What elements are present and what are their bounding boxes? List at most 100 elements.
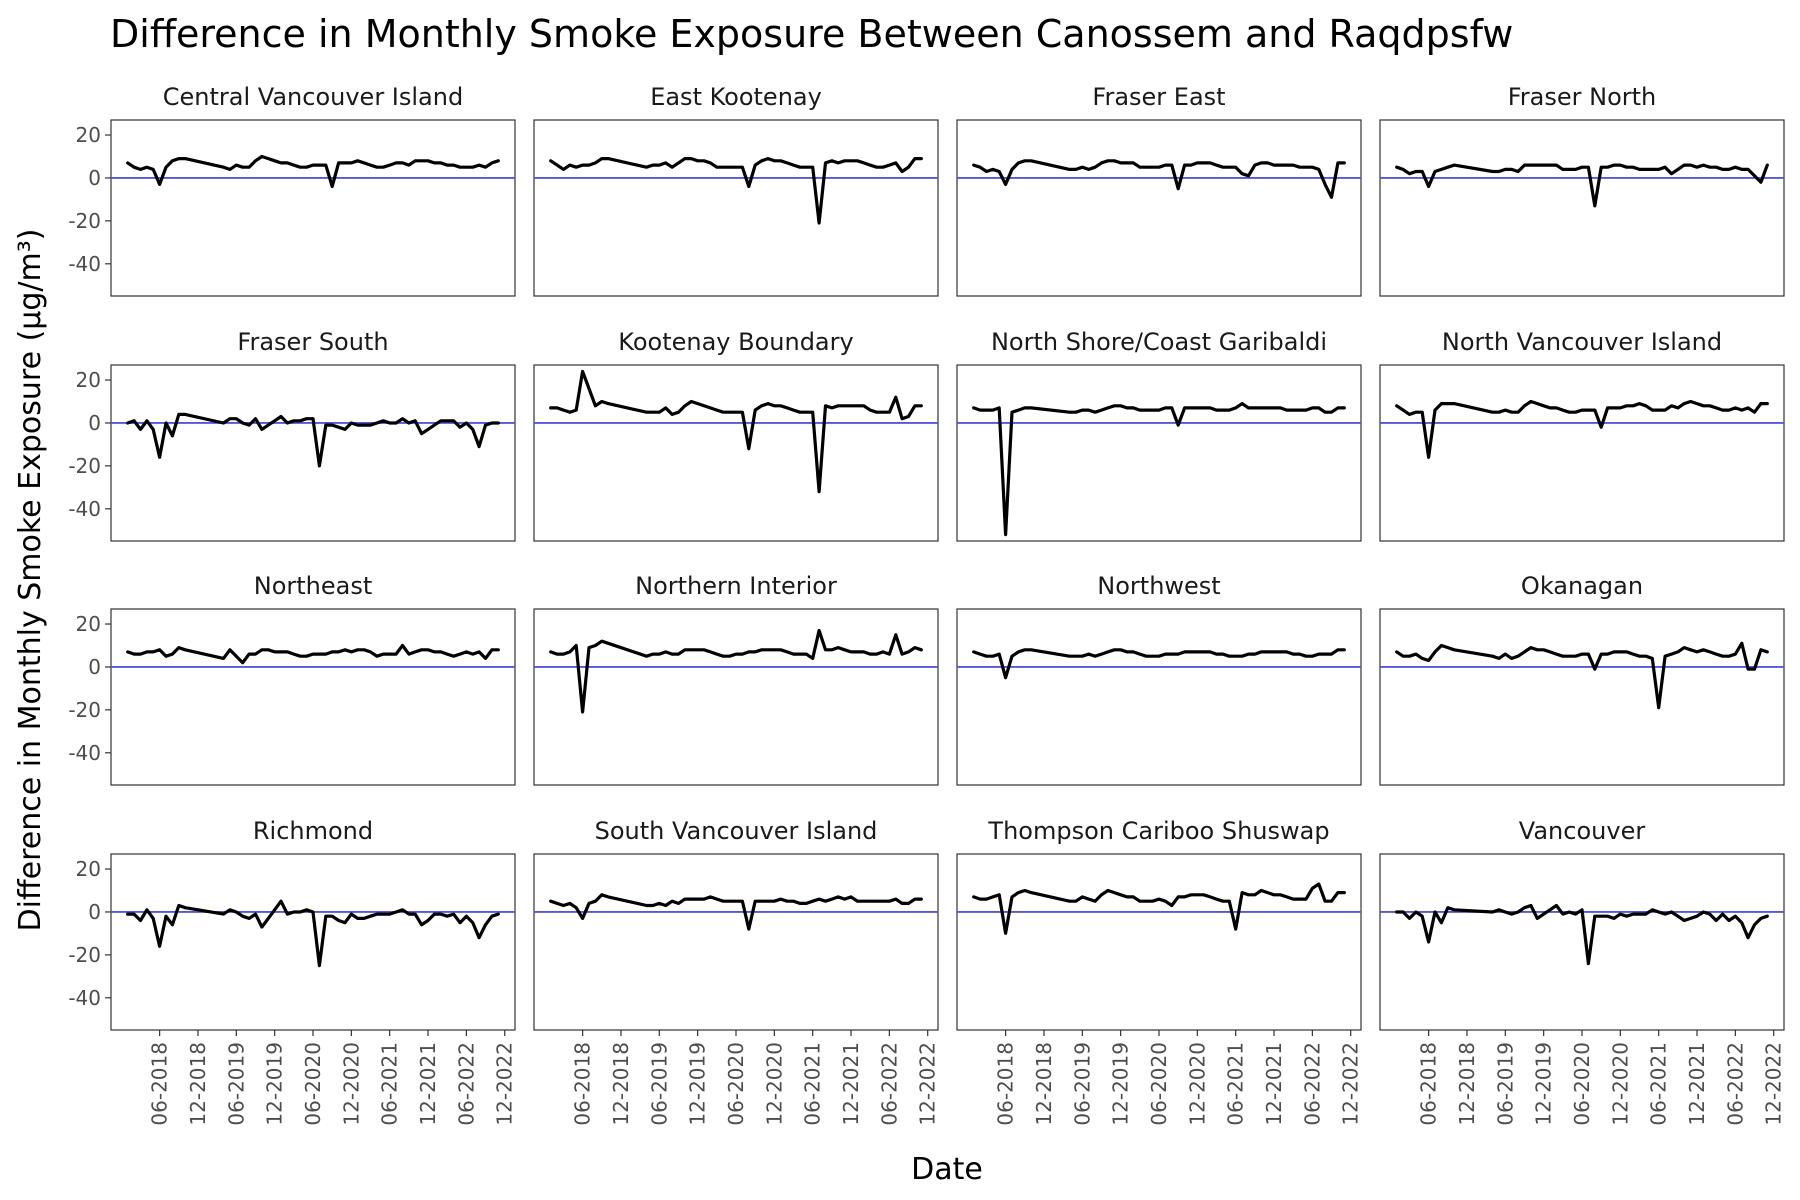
x-tick-label: 06-2022	[877, 1042, 901, 1126]
y-tick-label: 20	[76, 612, 101, 636]
y-tick-label: -20	[68, 454, 101, 478]
y-tick-label: -40	[68, 741, 101, 765]
series-line	[126, 412, 500, 468]
x-tick-label: 06-2022	[1300, 1042, 1324, 1126]
panel-title: North Vancouver Island	[1442, 328, 1722, 356]
x-tick-label: 12-2018	[609, 1042, 633, 1126]
x-tick-label: 12-2021	[1262, 1042, 1286, 1126]
x-tick-label: 12-2020	[762, 1042, 786, 1126]
panel-frame	[1379, 364, 1785, 542]
panel-frame	[110, 364, 516, 542]
panel-frame	[1379, 119, 1785, 297]
panel-frame	[533, 853, 939, 1031]
facet-panel: South Vancouver Island 06-2018 12-2018 06-2…	[533, 817, 940, 1126]
x-tick-label: 12-2018	[186, 1042, 210, 1126]
panel-frame	[956, 364, 1362, 542]
x-tick-label: 06-2020	[724, 1042, 748, 1126]
y-tick-label: 0	[88, 166, 101, 190]
facet-panel: Fraser South 20 0 -20 -40	[68, 328, 516, 542]
series-line	[126, 154, 500, 189]
panel-title: North Shore/Coast Garibaldi	[991, 328, 1327, 356]
x-tick-label: 06-2019	[647, 1042, 671, 1126]
x-tick-label: 06-2022	[454, 1042, 478, 1126]
x-tick-label: 12-2021	[1685, 1042, 1709, 1126]
panel-frame	[1379, 853, 1785, 1031]
panel-frame	[533, 119, 939, 297]
panel-title: Vancouver	[1519, 817, 1646, 845]
x-tick-label: 12-2022	[1762, 1042, 1786, 1126]
panel-frame	[956, 853, 1362, 1031]
facet-panel: Vancouver 06-2018 12-2018 06-2019 12-2019 06-…	[1379, 817, 1786, 1126]
x-tick-label: 12-2019	[1109, 1042, 1133, 1126]
panel-frame	[956, 119, 1362, 297]
panel-frame	[533, 608, 939, 786]
series-line	[972, 159, 1346, 199]
facet-panel: Fraser North	[1379, 83, 1785, 297]
x-tick-label: 12-2018	[1455, 1042, 1479, 1126]
series-line	[549, 157, 923, 225]
series-line	[126, 899, 500, 968]
facet-panel: North Vancouver Island	[1379, 328, 1785, 542]
panel-title: Northwest	[1097, 572, 1220, 600]
chart-title: Difference in Monthly Smoke Exposure Bet…	[110, 12, 1513, 56]
panel-title: Fraser East	[1092, 83, 1225, 111]
y-tick-label: 20	[76, 368, 101, 392]
series-line	[549, 369, 923, 494]
x-tick-label: 12-2022	[493, 1042, 517, 1126]
panel-title: Richmond	[253, 817, 373, 845]
x-tick-label: 06-2019	[1070, 1042, 1094, 1126]
x-tick-label: 06-2018	[994, 1042, 1018, 1126]
facet-panel: Central Vancouver Island 20 0 -20 -40	[68, 83, 516, 297]
x-tick-label: 12-2019	[1532, 1042, 1556, 1126]
x-tick-label: 12-2022	[1339, 1042, 1363, 1126]
series-line	[1395, 903, 1769, 966]
y-tick-label: -40	[68, 252, 101, 276]
panel-frame	[110, 853, 516, 1031]
y-tick-label: -20	[68, 698, 101, 722]
series-line	[1395, 399, 1769, 459]
facet-panel: Okanagan	[1379, 572, 1785, 786]
x-tick-label: 12-2019	[686, 1042, 710, 1126]
y-tick-label: -20	[68, 943, 101, 967]
y-tick-label: -40	[68, 986, 101, 1010]
panel-frame	[110, 608, 516, 786]
x-tick-label: 12-2021	[416, 1042, 440, 1126]
facet-panel: Northwest	[956, 572, 1362, 786]
x-tick-label: 06-2018	[148, 1042, 172, 1126]
panel-title: Fraser North	[1508, 83, 1657, 111]
panel-frame	[956, 608, 1362, 786]
x-tick-label: 06-2020	[301, 1042, 325, 1126]
x-tick-label: 12-2020	[339, 1042, 363, 1126]
panel-frame	[533, 364, 939, 542]
facet-panel: Fraser East	[956, 83, 1362, 297]
x-tick-label: 12-2022	[916, 1042, 940, 1126]
facet-panel: Thompson Cariboo Shuswap 06-2018 12-2018 06…	[956, 817, 1363, 1126]
y-tick-label: -20	[68, 209, 101, 233]
panel-frame	[110, 119, 516, 297]
x-tick-label: 12-2019	[263, 1042, 287, 1126]
panel-title: South Vancouver Island	[595, 817, 878, 845]
series-line	[1395, 163, 1769, 208]
x-tick-label: 06-2021	[801, 1042, 825, 1126]
facet-panel: Northeast 20 0 -20 -40	[68, 572, 516, 786]
x-tick-label: 12-2020	[1185, 1042, 1209, 1126]
facet-panel: Kootenay Boundary	[533, 328, 939, 542]
x-tick-label: 06-2021	[1647, 1042, 1671, 1126]
panel-title: Central Vancouver Island	[163, 83, 463, 111]
x-axis-title: Date	[911, 1152, 983, 1187]
facet-panel: East Kootenay	[533, 83, 939, 297]
x-tick-label: 12-2021	[839, 1042, 863, 1126]
panel-title: Okanagan	[1521, 572, 1643, 600]
series-line	[549, 628, 923, 714]
y-axis-title: Difference in Monthly Smoke Exposure (μg…	[13, 229, 48, 932]
x-tick-label: 06-2018	[571, 1042, 595, 1126]
facet-panel: Northern Interior	[533, 572, 939, 786]
x-tick-label: 06-2020	[1147, 1042, 1171, 1126]
x-tick-label: 06-2019	[224, 1042, 248, 1126]
y-tick-label: 0	[88, 900, 101, 924]
panel-title: East Kootenay	[650, 83, 822, 111]
series-line	[972, 648, 1346, 680]
facet-panel: Richmond 20 0 -20 -40 06-2018 12-2018 06-2019 12…	[68, 817, 516, 1126]
